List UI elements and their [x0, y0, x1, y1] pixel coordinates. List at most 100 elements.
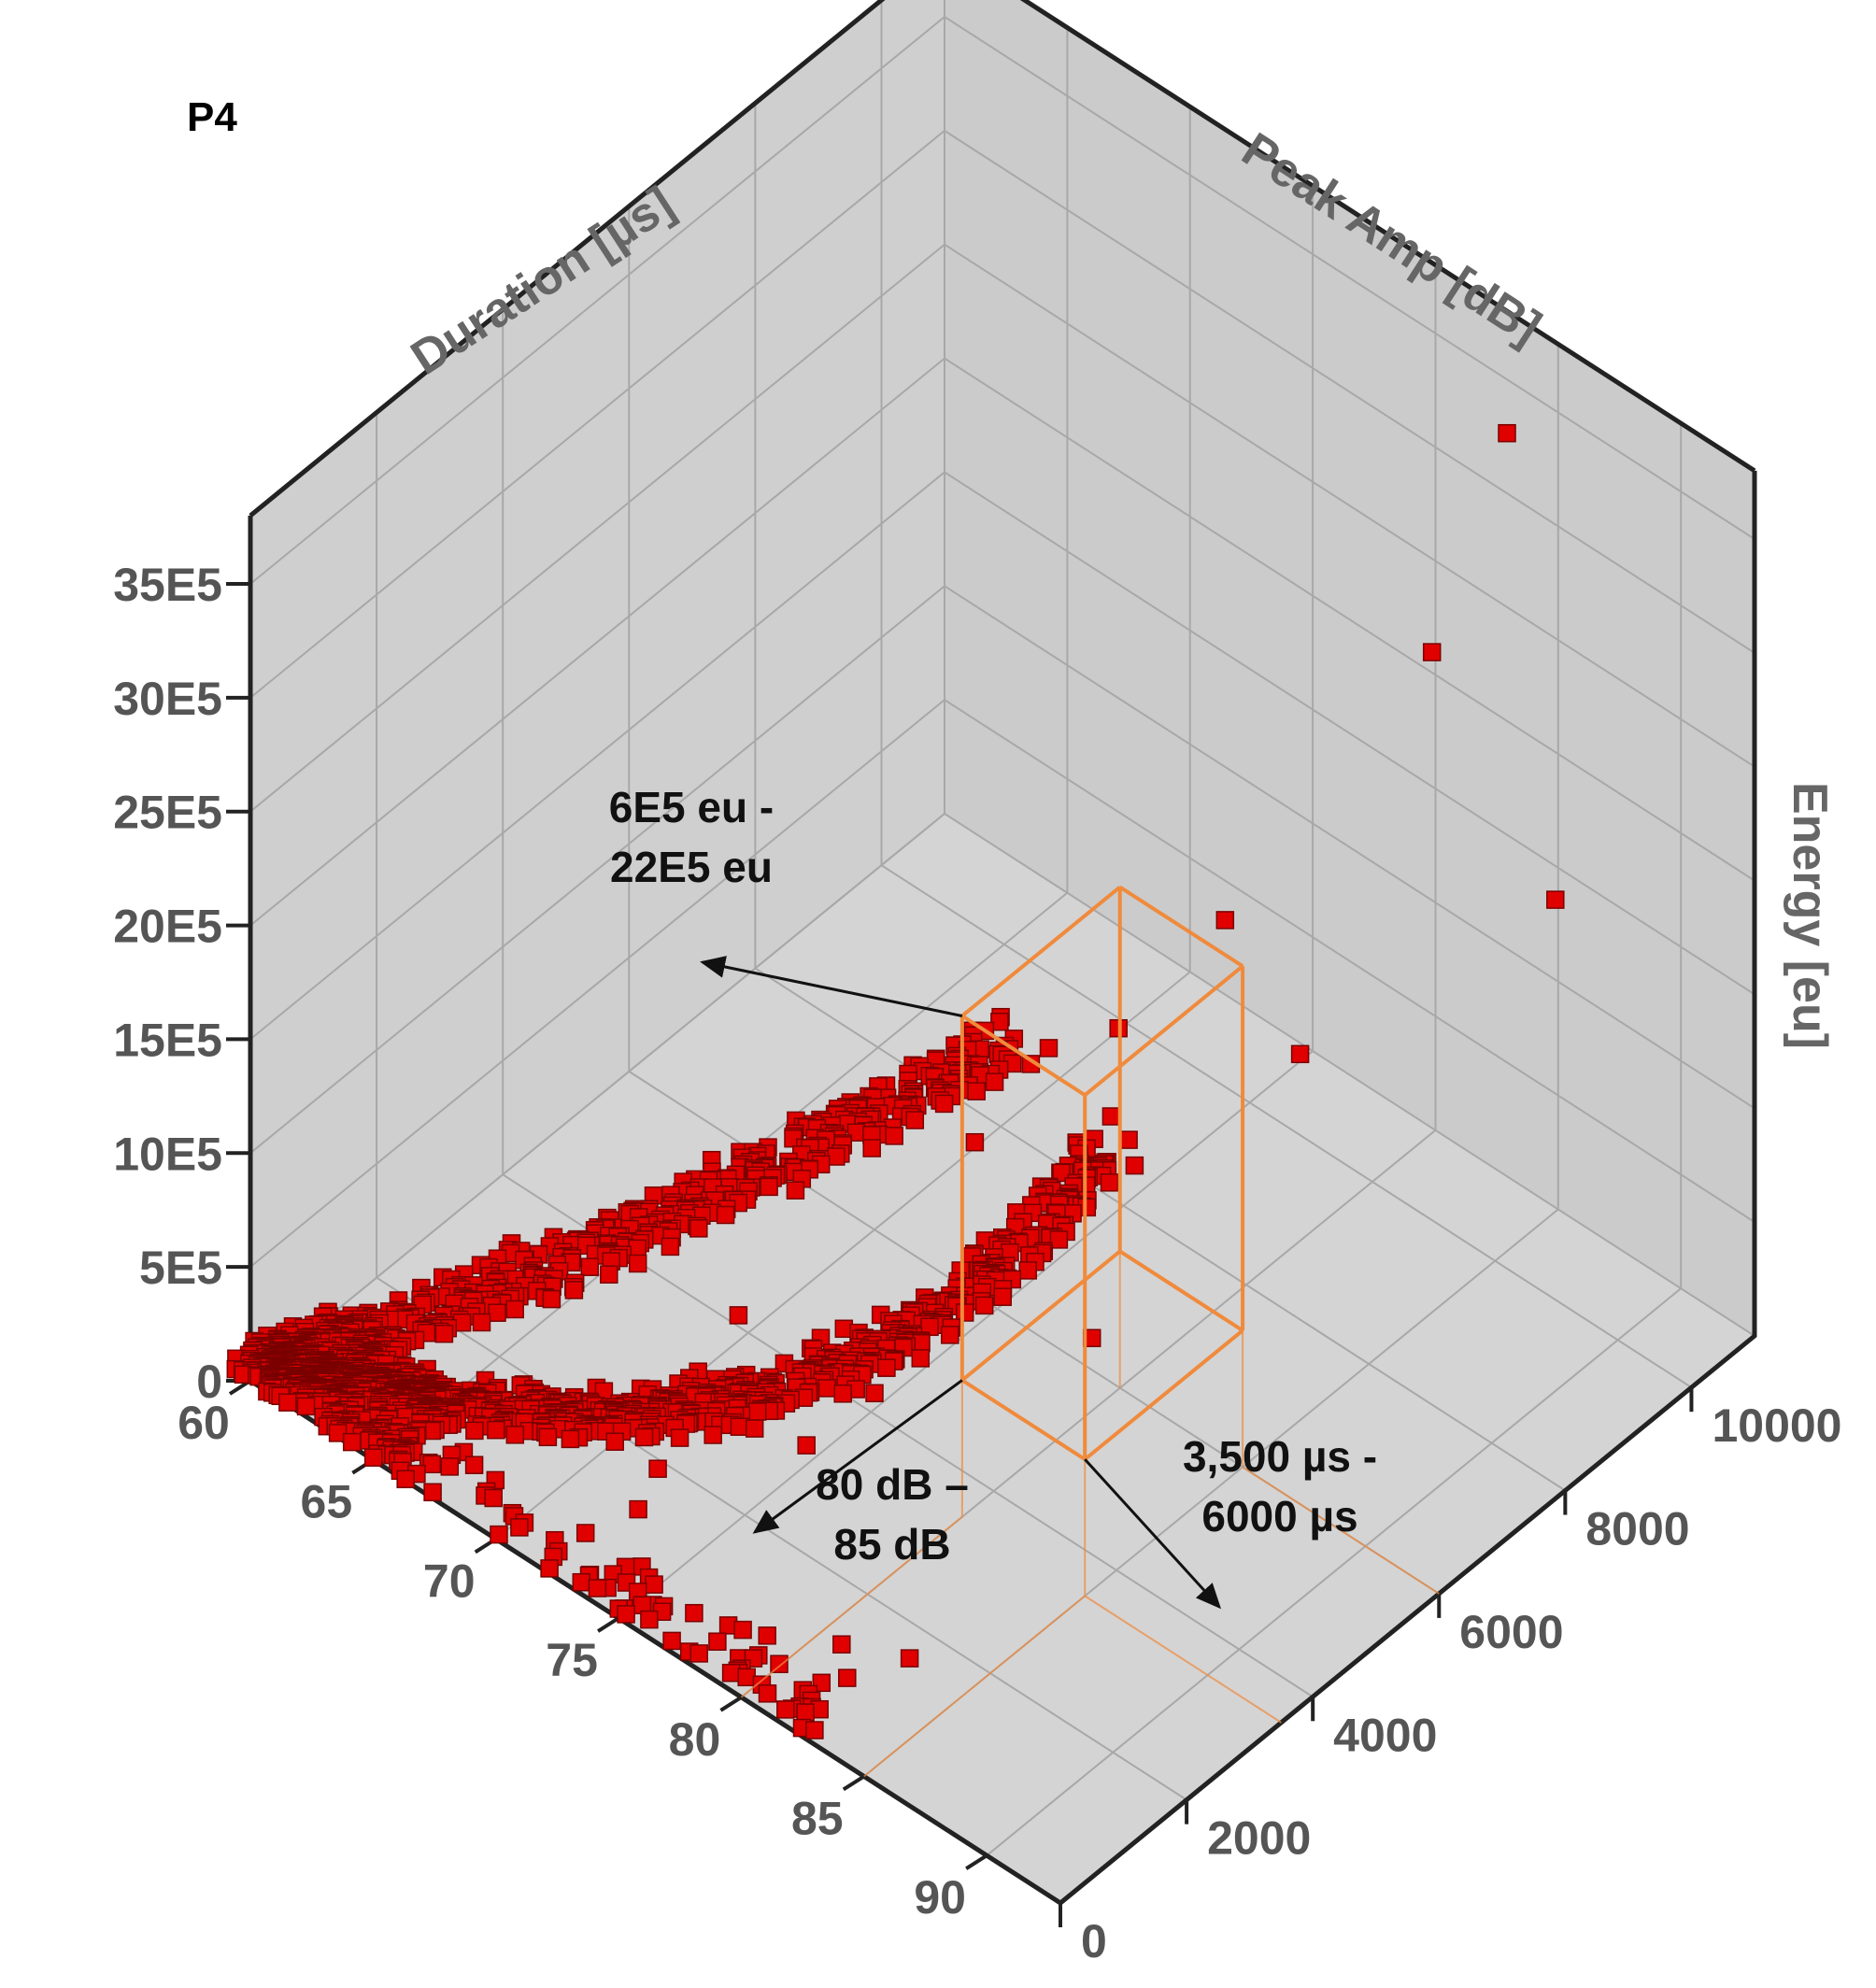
- selection-box-edge: [1118, 885, 1244, 968]
- data-point: [1052, 1163, 1071, 1183]
- data-point: [730, 1417, 749, 1436]
- data-point: [1215, 911, 1235, 930]
- gridline-energy: [249, 357, 1755, 927]
- tick-label-energy: 20E5: [113, 901, 222, 953]
- chart-annotations: 6E5 eu - 22E5 eu 80 dB – 85 dB 3,500 µs - 600…: [609, 783, 1377, 1610]
- data-point: [490, 1525, 508, 1544]
- data-point: [661, 1237, 680, 1257]
- data-point: [363, 1448, 383, 1467]
- data-point: [488, 1303, 506, 1322]
- axis-label-energy: Energy [eu]: [1783, 782, 1837, 1049]
- data-point: [965, 1132, 985, 1152]
- data-point: [833, 1384, 852, 1403]
- data-point: [708, 1632, 727, 1651]
- chart-walls: [250, 0, 1755, 1903]
- data-point: [758, 1684, 777, 1703]
- data-point: [645, 1575, 663, 1594]
- data-point: [564, 1281, 584, 1299]
- data-point: [1018, 1261, 1037, 1280]
- data-point: [465, 1421, 484, 1441]
- annotation-amp-range-line: 80 dB –: [816, 1460, 969, 1509]
- data-point: [729, 1306, 748, 1325]
- data-point: [865, 1384, 884, 1403]
- tick-label-energy: 5E5: [139, 1242, 222, 1294]
- data-point: [484, 1488, 503, 1508]
- data-point: [600, 1265, 618, 1284]
- data-point: [580, 1257, 600, 1276]
- gridline-energy: [249, 243, 1755, 813]
- data-point: [685, 1603, 704, 1623]
- data-point: [662, 1631, 681, 1651]
- data-point: [588, 1579, 607, 1598]
- right-wall: [945, 0, 1755, 1336]
- data-point: [797, 1436, 816, 1455]
- data-point: [905, 1111, 925, 1129]
- panel-label: P4: [187, 94, 237, 140]
- tick-amp: [597, 1616, 620, 1633]
- data-point: [1039, 1039, 1059, 1058]
- data-point: [817, 1379, 836, 1398]
- data-point: [1290, 1044, 1310, 1064]
- data-point: [885, 1127, 903, 1145]
- data-point: [1546, 890, 1565, 909]
- annotation-amp-range-arrow: [752, 1379, 963, 1534]
- data-point: [805, 1721, 824, 1740]
- data-point: [540, 1559, 559, 1578]
- tick-label-amp: 65: [301, 1476, 353, 1528]
- data-point: [760, 1177, 778, 1197]
- annotation-duration-range-line: 6000 µs: [1201, 1492, 1357, 1541]
- data-point: [648, 1459, 667, 1478]
- data-point: [737, 1668, 756, 1687]
- annotation-energy-range-arrow: [700, 956, 963, 1017]
- tick-amp: [719, 1696, 743, 1712]
- data-point: [786, 1181, 805, 1200]
- data-point: [862, 1139, 881, 1157]
- data-point: [758, 1626, 776, 1645]
- tick-label-energy: 25E5: [113, 787, 222, 839]
- data-point: [1049, 1230, 1069, 1249]
- data-point: [1498, 423, 1516, 443]
- gridline-energy: [249, 471, 1755, 1041]
- annotation-amp-range-line: 85 dB: [833, 1520, 950, 1569]
- data-point: [776, 1700, 795, 1719]
- data-point: [617, 1605, 635, 1624]
- tick-amp: [842, 1774, 865, 1792]
- data-point: [605, 1432, 624, 1451]
- gridline-energy: [249, 812, 1755, 1382]
- data-point: [689, 1644, 708, 1663]
- data-point: [464, 1456, 484, 1474]
- data-point: [1119, 1130, 1138, 1149]
- data-point: [505, 1299, 524, 1319]
- gridline-energy: [249, 585, 1755, 1155]
- tick-label-duration: 6000: [1459, 1606, 1563, 1658]
- annotation-duration-range-arrow: [1084, 1458, 1222, 1610]
- selection-box-edge: [960, 1378, 1087, 1461]
- data-point: [827, 1147, 846, 1166]
- floor-plane: [250, 814, 1755, 1903]
- data-point: [985, 1072, 1004, 1091]
- tick-label-energy: 10E5: [113, 1128, 222, 1180]
- annotation-energy-range-line: 22E5 eu: [610, 843, 773, 891]
- data-point: [538, 1427, 558, 1447]
- data-point: [967, 1082, 986, 1100]
- tick-label-duration: 2000: [1207, 1812, 1311, 1865]
- data-point: [434, 1324, 454, 1343]
- data-point: [689, 1219, 708, 1238]
- data-point: [640, 1610, 659, 1629]
- data-point: [941, 1326, 959, 1344]
- data-point: [911, 1349, 931, 1368]
- data-point: [510, 1518, 529, 1537]
- data-point: [704, 1426, 722, 1444]
- selection-box-edge: [1083, 964, 1244, 1097]
- data-point: [628, 1254, 647, 1273]
- selection-box-edge: [960, 1014, 1087, 1097]
- data-point: [877, 1358, 896, 1377]
- data-point: [733, 1620, 752, 1640]
- selection-guide-duration: [1242, 1466, 1440, 1595]
- data-point: [440, 1457, 460, 1476]
- data-point: [634, 1427, 654, 1447]
- tick-label-duration: 0: [1081, 1915, 1107, 1967]
- data-point: [770, 1654, 789, 1673]
- tick-label-amp: 90: [914, 1871, 966, 1924]
